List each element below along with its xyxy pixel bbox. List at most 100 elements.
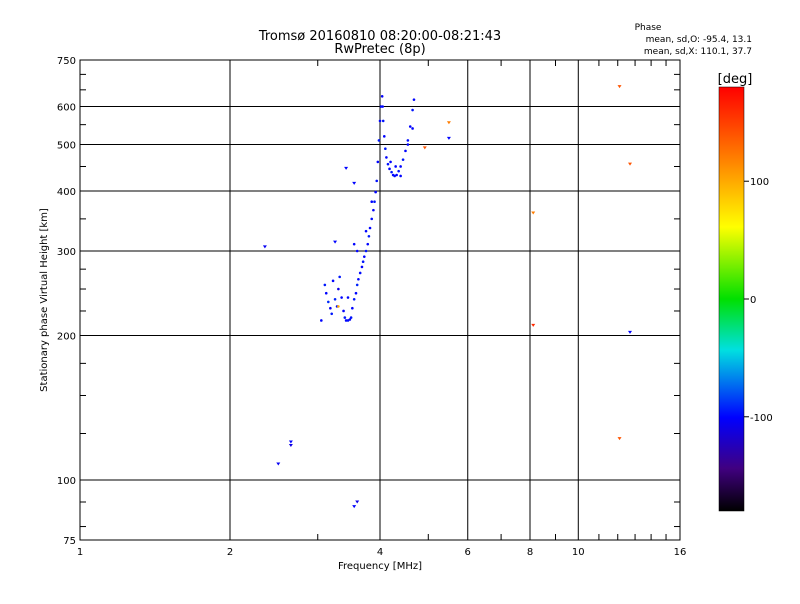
data-point [262, 245, 267, 249]
data-point [374, 190, 377, 194]
y-axis-label: Stationary phase Virtual Height [km] [39, 208, 50, 392]
x-tick-label: 10 [572, 547, 585, 558]
colorbar [718, 86, 745, 512]
data-point [344, 319, 348, 322]
data-point [327, 300, 330, 304]
data-point [617, 85, 622, 89]
data-point [370, 217, 374, 221]
data-point [408, 125, 412, 128]
stats-line-x: mean, sd,X: 110.1, 37.7 [644, 47, 752, 57]
data-point [366, 242, 370, 246]
data-point [320, 319, 323, 322]
data-point [333, 297, 337, 301]
data-point [390, 170, 393, 174]
data-point [276, 462, 281, 466]
y-tick-label: 300 [57, 247, 76, 258]
data-point [377, 139, 381, 142]
data-point [337, 287, 340, 291]
colorbar-tick-label: 0 [750, 295, 756, 306]
data-point [381, 119, 385, 123]
data-point [394, 165, 397, 168]
data-point [352, 181, 357, 185]
stats-line-o: mean, sd,O: -95.4, 13.1 [646, 35, 752, 45]
data-point [355, 500, 360, 504]
data-point [378, 119, 382, 123]
data-point [362, 255, 366, 258]
data-point [364, 229, 368, 233]
data-point [399, 174, 402, 178]
data-point [352, 505, 357, 509]
data-point [360, 265, 364, 269]
y-tick-label: 400 [57, 187, 76, 198]
data-point [288, 440, 293, 444]
data-point [355, 283, 359, 287]
y-tick-label: 200 [57, 332, 76, 343]
y-tick-label: 750 [57, 56, 76, 67]
colorbar-tick-label: -100 [750, 413, 773, 424]
colorbar-label: [deg] [718, 72, 753, 87]
data-point [367, 234, 371, 238]
data-point [342, 309, 345, 313]
data-point [446, 121, 451, 125]
data-point [358, 271, 362, 275]
data-point [340, 296, 343, 299]
data-point [395, 173, 398, 177]
data-point [412, 98, 416, 101]
data-point [373, 200, 376, 204]
data-point [324, 291, 328, 295]
colorbar-tick-label: 100 [750, 177, 769, 188]
data-point [331, 279, 335, 283]
data-point [384, 147, 387, 151]
data-point [351, 306, 354, 310]
data-point [364, 249, 368, 253]
data-point [381, 105, 384, 108]
data-point [401, 158, 405, 161]
x-tick-label: 4 [377, 547, 383, 558]
data-point [388, 167, 391, 171]
data-point [531, 323, 536, 327]
x-tick-label: 8 [527, 547, 533, 558]
data-point [343, 316, 347, 319]
data-point [348, 318, 352, 321]
data-point [354, 291, 358, 295]
x-tick-label: 16 [674, 547, 687, 558]
data-point [406, 139, 410, 142]
data-point [406, 143, 410, 146]
data-point [376, 160, 380, 164]
data-point [411, 127, 414, 130]
data-point [382, 135, 386, 138]
data-points [262, 85, 633, 509]
grid-lines [80, 60, 680, 540]
data-point [352, 242, 356, 246]
y-tick-label: 100 [57, 476, 76, 487]
data-point [346, 296, 350, 299]
data-point [333, 240, 338, 244]
chart-title: Tromsø 20160810 08:20:00-08:21:43 [258, 29, 501, 44]
data-point [385, 156, 388, 159]
data-point [337, 305, 340, 308]
data-point [338, 275, 341, 279]
data-point [361, 260, 365, 264]
x-tick-label: 2 [227, 547, 233, 558]
data-point [330, 312, 334, 316]
data-point [617, 437, 622, 441]
y-tick-label: 600 [57, 103, 76, 114]
data-point [375, 179, 379, 183]
data-point [393, 174, 396, 178]
y-tick-label: 500 [57, 141, 76, 152]
data-point [368, 226, 372, 230]
data-point [397, 169, 400, 173]
data-point [389, 160, 392, 164]
data-point [628, 330, 633, 334]
data-point [323, 283, 327, 287]
data-point [404, 149, 407, 153]
axis-ticks: 1 2 4 6 8 10 16 75 100 200 300 400 500 600 750 [57, 56, 686, 558]
data-point [380, 95, 384, 98]
data-point [422, 146, 427, 150]
data-point [399, 165, 402, 168]
data-point [446, 136, 451, 140]
data-point [352, 297, 356, 301]
data-point [372, 208, 375, 212]
data-point [357, 277, 360, 281]
data-point [288, 444, 293, 448]
